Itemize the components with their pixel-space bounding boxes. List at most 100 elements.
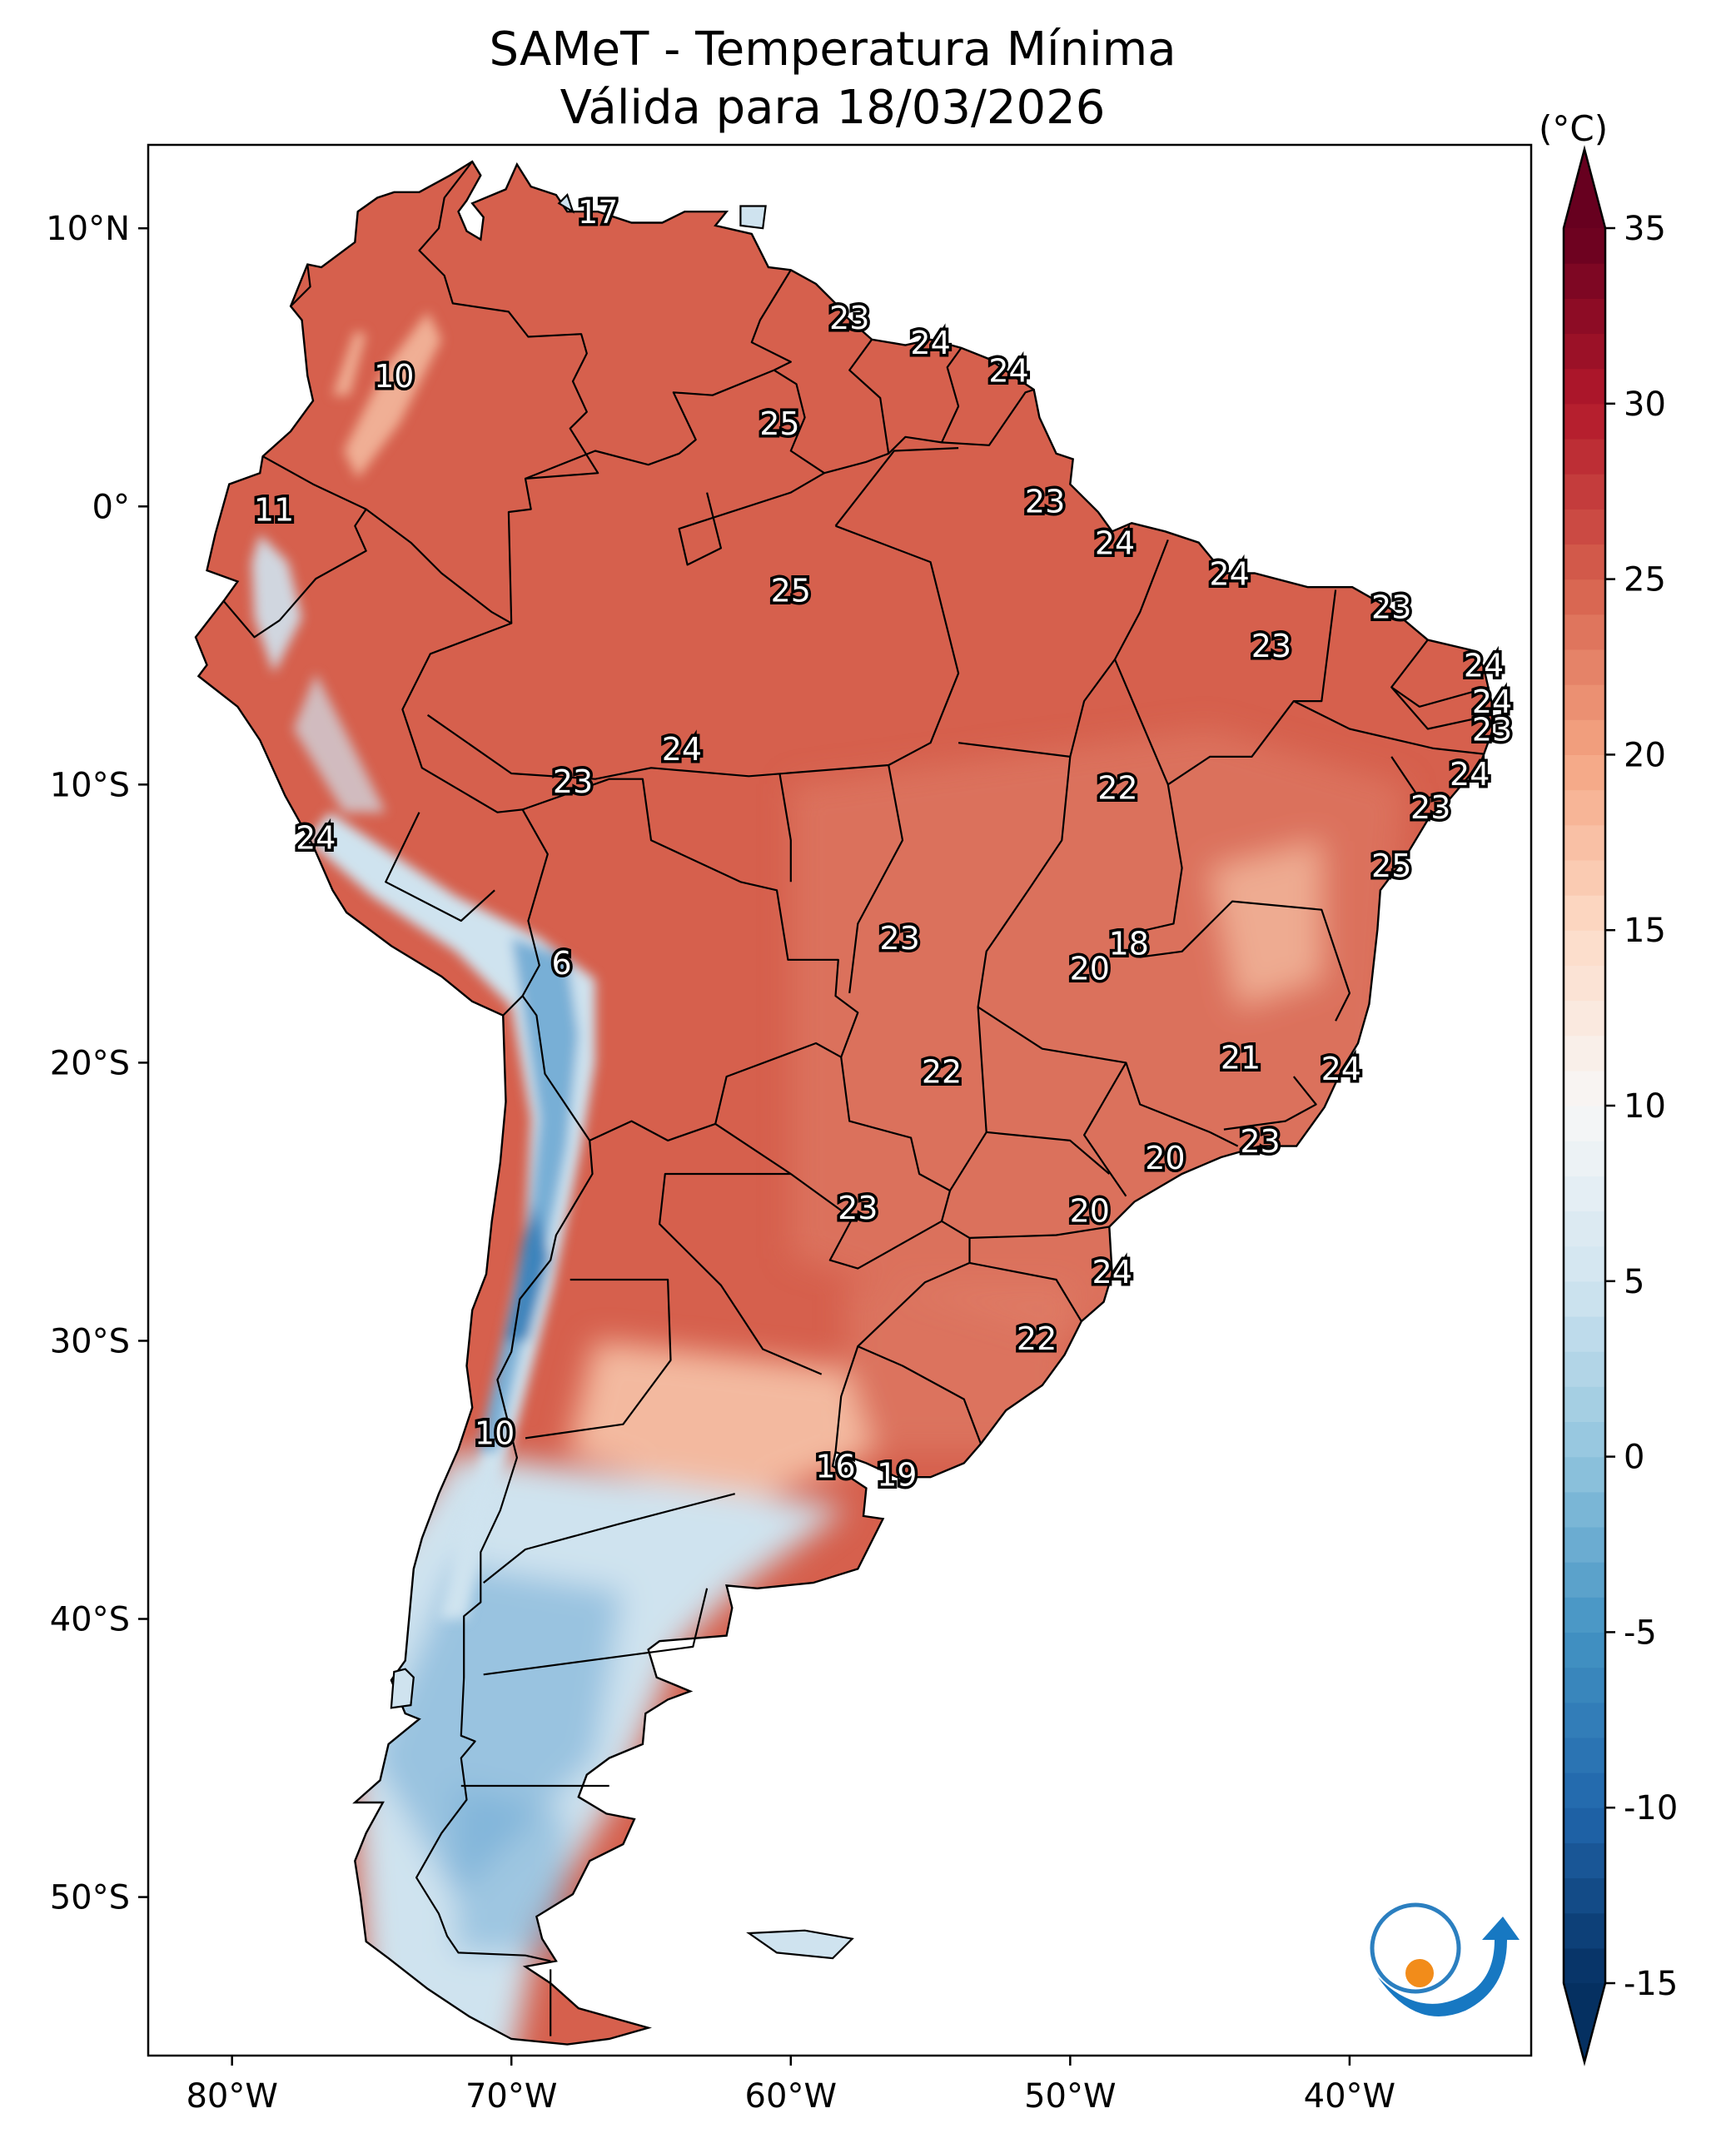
colorbar-segment xyxy=(1564,1351,1605,1387)
colorbar-segment xyxy=(1564,1842,1605,1879)
station-value: 19 xyxy=(877,1457,917,1494)
station-value: 23 xyxy=(1240,1123,1280,1160)
colorbar-segment xyxy=(1564,1877,1605,1914)
colorbar-tick-label: 35 xyxy=(1624,210,1666,248)
colorbar-segment xyxy=(1564,1211,1605,1247)
colorbar-segment xyxy=(1564,333,1605,370)
colorbar-tick-label: -15 xyxy=(1624,1965,1678,2003)
colorbar-segment xyxy=(1564,1070,1605,1106)
colorbar-segment xyxy=(1564,1773,1605,1808)
inpe-logo xyxy=(1370,1902,1520,2016)
station-value: 23 xyxy=(1472,711,1512,748)
colorbar-segment xyxy=(1564,859,1605,896)
colorbar-segment xyxy=(1564,1562,1605,1598)
colorbar-segment xyxy=(1564,1947,1605,1984)
colorbar-segment xyxy=(1564,544,1605,580)
lat-tick-label: 10°S xyxy=(50,766,130,804)
colorbar-extend-max xyxy=(1564,149,1605,228)
colorbar-segment xyxy=(1564,754,1605,791)
colorbar-segment xyxy=(1564,930,1605,966)
station-value: 24 xyxy=(1092,1254,1132,1290)
station-value: 24 xyxy=(1472,684,1512,720)
colorbar-segment xyxy=(1564,1491,1605,1528)
country-borders xyxy=(222,161,1493,2036)
station-value: 24 xyxy=(1209,555,1249,592)
station-value: 24 xyxy=(988,352,1028,389)
colorbar-segment xyxy=(1564,1280,1605,1317)
colorbar-segment xyxy=(1564,1035,1605,1072)
station-value: 25 xyxy=(759,405,799,442)
colorbar-segment xyxy=(1564,1597,1605,1633)
station-value: 24 xyxy=(1450,756,1490,793)
colorbar-tick-label: 15 xyxy=(1624,912,1666,950)
station-value: 22 xyxy=(1097,770,1137,807)
station-value: 23 xyxy=(838,1190,878,1226)
colorbar-segment xyxy=(1564,263,1605,299)
colorbar-segment xyxy=(1564,368,1605,405)
colorbar-segment xyxy=(1564,614,1605,650)
colorbar-segment xyxy=(1564,1737,1605,1773)
coastline xyxy=(194,160,1494,2046)
map-subtitle: Válida para 18/03/2026 xyxy=(560,81,1106,135)
colorbar-tick-label: 0 xyxy=(1624,1439,1644,1477)
colorbar-segment xyxy=(1564,403,1605,440)
lat-tick-label: 30°S xyxy=(50,1322,130,1360)
station-value: 6 xyxy=(552,945,572,982)
colorbar-segment xyxy=(1564,1141,1605,1176)
colorbar-segment xyxy=(1564,1702,1605,1738)
station-value: 23 xyxy=(1410,789,1450,826)
colorbar-segment xyxy=(1564,1421,1605,1458)
station-value: 23 xyxy=(1251,628,1291,664)
station-value: 23 xyxy=(553,763,593,800)
station-value: 11 xyxy=(254,492,294,529)
colorbar-tick-label: 20 xyxy=(1624,736,1666,774)
colorbar-segment xyxy=(1564,1246,1605,1282)
station-value: 23 xyxy=(829,300,869,336)
colorbar-segment xyxy=(1564,1106,1605,1141)
station-value: 24 xyxy=(1464,648,1504,684)
colorbar-segment xyxy=(1564,895,1605,931)
station-value: 20 xyxy=(1070,1192,1110,1229)
station-value: 20 xyxy=(1145,1140,1185,1176)
colorbar-segment xyxy=(1564,1526,1605,1563)
colorbar-segment xyxy=(1564,1000,1605,1037)
station-value: 25 xyxy=(771,572,811,609)
colorbar-segment xyxy=(1564,824,1605,861)
colorbar-unit-label: (°C) xyxy=(1539,108,1609,149)
station-value: 22 xyxy=(1017,1320,1057,1357)
colorbar-segment xyxy=(1564,298,1605,335)
colorbar-segment xyxy=(1564,228,1605,264)
colorbar-segment xyxy=(1564,1176,1605,1212)
lon-tick-label: 60°W xyxy=(745,2077,837,2116)
lat-tick-label: 50°S xyxy=(50,1879,130,1917)
colorbar-segment xyxy=(1564,1315,1605,1352)
station-value: 20 xyxy=(1070,951,1110,987)
colorbar-segment xyxy=(1564,965,1605,1002)
colorbar-segment xyxy=(1564,719,1605,755)
station-value: 23 xyxy=(1025,483,1065,520)
colorbar-tick-label: 10 xyxy=(1624,1087,1666,1126)
colorbar-segment xyxy=(1564,1632,1605,1668)
colorbar: 35 30 25 20 15 10 5 0 -5 -10 -15 xyxy=(1562,145,1678,2066)
lon-tick-label: 40°W xyxy=(1304,2077,1395,2116)
station-value: 16 xyxy=(815,1449,855,1485)
station-value: 24 xyxy=(1095,525,1135,562)
colorbar-segment xyxy=(1564,1456,1605,1493)
colorbar-tick-label: 5 xyxy=(1624,1263,1644,1301)
station-value: 23 xyxy=(1371,589,1411,625)
map-title: SAMeT - Temperatura Mínima xyxy=(489,22,1176,77)
colorbar-segment xyxy=(1564,474,1605,510)
colorbar-segment xyxy=(1564,438,1605,475)
station-value: 10 xyxy=(374,358,414,395)
colorbar-tick-label: 30 xyxy=(1624,385,1666,424)
station-value: 24 xyxy=(662,731,702,768)
colorbar-extend-min xyxy=(1564,1983,1605,2062)
station-value: 24 xyxy=(910,325,950,361)
colorbar-segment xyxy=(1564,509,1605,545)
colorbar-segment xyxy=(1564,649,1605,685)
station-value: 18 xyxy=(1109,926,1149,962)
lon-tick-label: 70°W xyxy=(465,2077,557,2116)
lat-tick-label: 20°S xyxy=(50,1044,130,1082)
